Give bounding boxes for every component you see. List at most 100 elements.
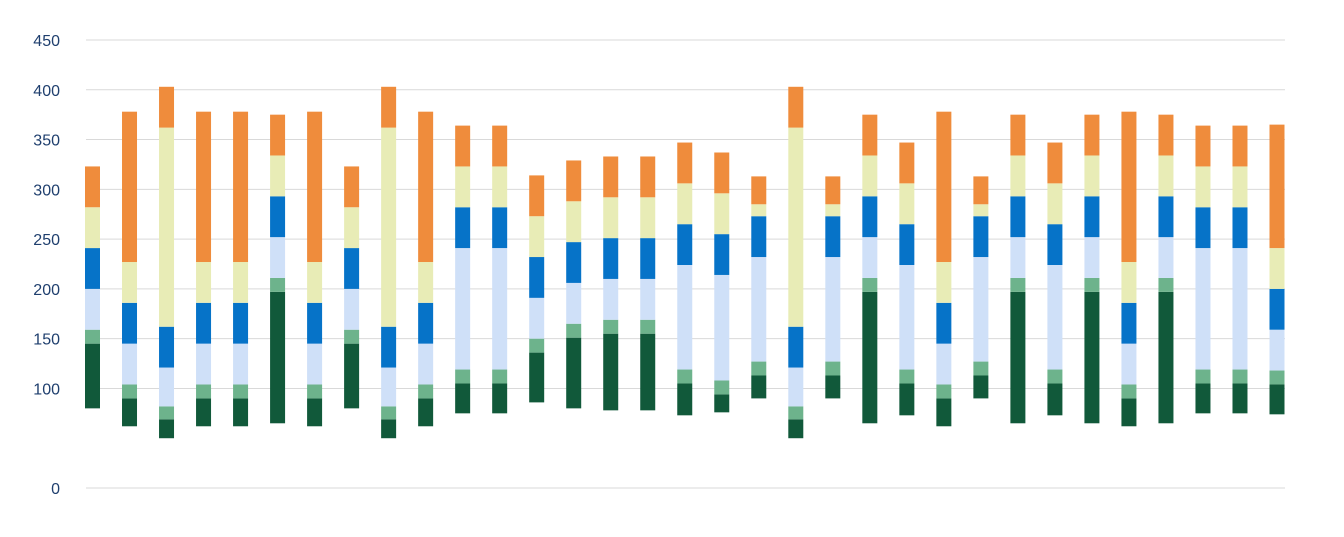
y-tick-label: 400 [33, 83, 60, 100]
bar-segment [566, 282, 582, 324]
bar [788, 86, 804, 439]
bar-segment [825, 257, 841, 362]
bar-segment [825, 361, 841, 376]
bar [714, 152, 730, 413]
bar [1269, 124, 1285, 415]
bar-segment [603, 319, 619, 334]
bar-segment [751, 257, 767, 362]
bar [640, 156, 656, 411]
bar-segment [899, 183, 915, 225]
bar-segment [788, 326, 804, 368]
bar-segment [307, 384, 323, 399]
bar-segment [1010, 114, 1026, 156]
bar-segment [714, 234, 730, 275]
bar-segment [270, 291, 286, 424]
bar [85, 166, 100, 409]
bar-segment [1047, 369, 1063, 384]
bar-segment [418, 384, 434, 399]
bar-segment [1232, 166, 1248, 208]
bar-segment [677, 183, 693, 225]
bar-segment [677, 369, 693, 384]
bar-segment [1158, 196, 1174, 238]
bar-segment [1084, 237, 1100, 278]
bar-segment [936, 398, 952, 427]
bar-segment [1121, 343, 1137, 385]
bar-segment [1084, 155, 1100, 197]
bar [677, 142, 693, 416]
bar-segment [1158, 155, 1174, 197]
bar-segment [566, 323, 582, 338]
bar-segment [677, 142, 693, 184]
bar-segment [270, 114, 286, 156]
bar-segment [1269, 370, 1285, 385]
y-tick-label: 450 [33, 33, 60, 50]
bar-segment [899, 142, 915, 184]
bar-segment [788, 127, 804, 327]
bar-segment [714, 274, 730, 381]
bar-segment [529, 338, 545, 353]
bar-segment [85, 288, 100, 330]
bar-segment [603, 278, 619, 320]
bar-segment [825, 176, 841, 205]
bar-segment [1084, 277, 1100, 292]
y-tick-label: 300 [33, 182, 60, 199]
bar [862, 114, 878, 424]
bar-segment [529, 297, 545, 339]
bar-segment [122, 384, 138, 399]
bar-segment [492, 248, 508, 370]
bar [159, 86, 175, 439]
bar-segment [196, 398, 212, 427]
bar-segment [1047, 183, 1063, 225]
bar-segment [1195, 248, 1211, 370]
bar-segment [640, 333, 656, 411]
bar-segment [1010, 155, 1026, 197]
bar-segment [492, 369, 508, 384]
bar-segment [603, 333, 619, 411]
bar [936, 111, 952, 427]
bar-segment [529, 352, 545, 403]
bar-segment [455, 248, 471, 370]
bar-segment [455, 369, 471, 384]
bar-segment [1158, 291, 1174, 424]
bar [381, 86, 397, 439]
bar-segment [640, 319, 656, 334]
bar-segment [381, 367, 397, 407]
bar-segment [862, 155, 878, 197]
bar-segment [159, 86, 175, 128]
bar-segment [1010, 196, 1026, 238]
bar-segment [344, 166, 360, 208]
bar-segment [1195, 369, 1211, 384]
bar-segment [899, 383, 915, 416]
bar-segment [418, 398, 434, 427]
bar [122, 111, 138, 427]
bar-segment [1158, 237, 1174, 278]
bar-segment [1121, 398, 1137, 427]
bar [1121, 111, 1137, 427]
bar-segment [455, 383, 471, 414]
bar-segment [85, 248, 100, 289]
bar-segment [1047, 224, 1063, 265]
bar-segment [233, 111, 249, 263]
bar-segment [973, 361, 989, 376]
bar-segment [122, 302, 138, 344]
bar-segment [751, 361, 767, 376]
bar-segment [196, 343, 212, 385]
bar-segment [196, 302, 212, 344]
bar-segment [1010, 237, 1026, 278]
bar-segment [455, 207, 471, 249]
bar-segment [1269, 384, 1285, 415]
bar [233, 111, 249, 427]
bar-segment [159, 326, 175, 368]
bar [196, 111, 212, 427]
bar-segment [122, 111, 138, 263]
bar-segment [1121, 302, 1137, 344]
bar-segment [233, 398, 249, 427]
bar-segment [1232, 248, 1248, 370]
bar-segment [492, 125, 508, 167]
bar-segment [899, 224, 915, 265]
bar-segment [936, 302, 952, 344]
bar [344, 166, 360, 409]
bar-segment [418, 111, 434, 263]
bar-segment [529, 175, 545, 217]
